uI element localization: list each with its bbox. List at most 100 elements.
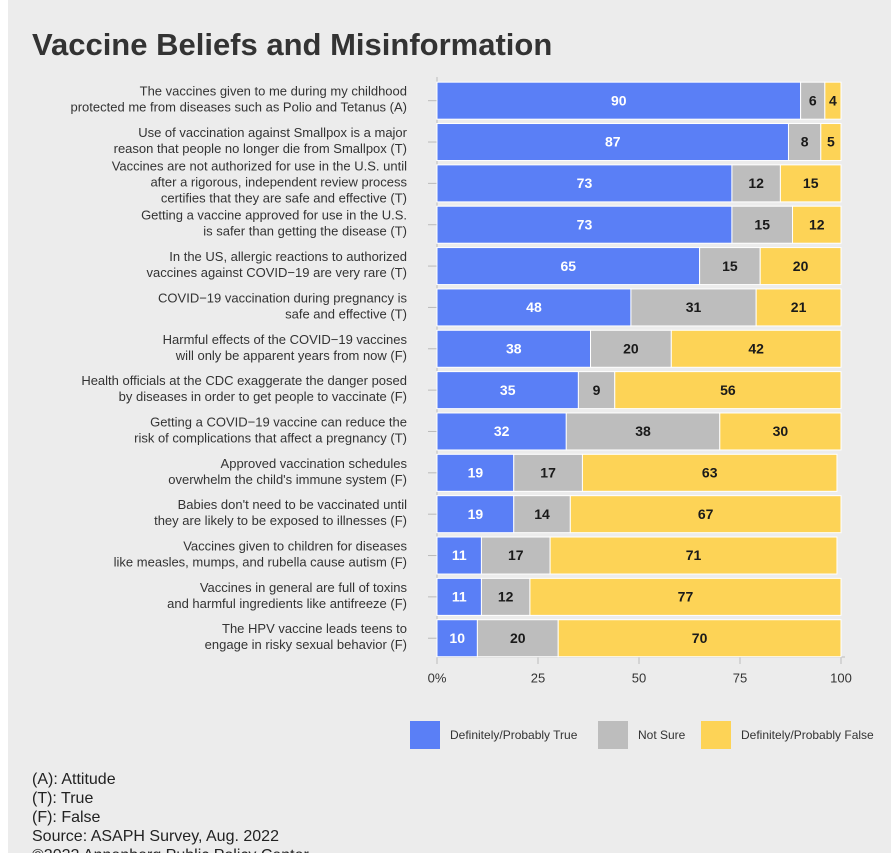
value-label: 87 [605,134,621,150]
category-label: Approved vaccination schedules overwhelm … [168,456,407,487]
value-label: 9 [593,382,601,398]
bar-segment [436,164,733,203]
value-label: 70 [692,630,708,646]
category-label: Vaccines in general are full of toxins an… [167,580,407,611]
footnote: (F): False [32,809,101,826]
value-label: 20 [510,630,526,646]
bar-segment [670,329,842,368]
bar-segment [476,619,559,658]
bar-segment [565,412,721,451]
value-label: 38 [635,423,651,439]
value-label: 11 [452,589,467,605]
category-label: Use of vaccination against Smallpox is a… [114,125,408,156]
category-label: Babies don't need to be vaccinated until… [154,498,407,529]
value-label: 67 [698,506,714,522]
value-label: 15 [722,258,738,274]
bar-segment [731,164,781,203]
x-tick-label: 25 [531,670,545,685]
value-label: 20 [793,258,809,274]
bar-segment [436,205,733,244]
bar-segment [513,453,583,492]
chart-title: Vaccine Beliefs and Misinformation [32,27,552,62]
value-label: 19 [468,465,484,481]
bar-segment [630,288,757,327]
value-label: 21 [791,299,807,315]
value-label: 30 [773,423,789,439]
value-label: 5 [827,134,835,150]
x-tick-label: 0% [428,670,447,685]
bar-segment [436,412,567,451]
category-label: Vaccines are not authorized for use in t… [112,159,408,206]
value-label: 48 [526,299,542,315]
bar-segment [731,205,794,244]
value-label: 19 [468,506,484,522]
category-label: The vaccines given to me during my child… [71,84,408,115]
bar-segment [513,495,571,534]
footnote: Source: ASAPH Survey, Aug. 2022 [32,828,279,845]
value-label: 15 [803,175,819,191]
value-label: 12 [748,175,764,191]
category-label: The HPV vaccine leads teens to engage in … [205,622,407,653]
value-label: 71 [686,547,702,563]
value-label: 73 [577,216,593,232]
category-label: Getting a COVID−19 vaccine can reduce th… [134,415,407,446]
bar-segment [569,495,842,534]
bar-segment [436,577,482,616]
value-label: 77 [678,589,694,605]
value-label: 8 [801,134,809,150]
category-label: COVID−19 vaccination during pregnancy is… [158,291,407,322]
bar-segment [800,81,826,120]
bar-segment [480,536,551,575]
value-label: 73 [577,175,593,191]
value-label: 56 [720,382,736,398]
bar-segment [436,453,515,492]
value-label: 90 [611,92,627,108]
value-label: 17 [540,465,556,481]
value-label: 42 [748,340,764,356]
category-label: In the US, allergic reactions to authori… [147,250,407,281]
bar-segment [590,329,672,368]
legend-swatch [598,721,628,749]
value-label: 6 [809,92,817,108]
value-label: 32 [494,423,510,439]
value-label: 15 [754,216,770,232]
bar-segment [436,81,802,120]
legend-label: Definitely/Probably True [450,728,578,742]
bar-segment [759,247,842,286]
bar-segment [480,577,531,616]
value-label: 17 [508,547,524,563]
value-label: 35 [500,382,516,398]
category-label: Harmful effects of the COVID−19 vaccines… [163,332,408,363]
bar-segment [581,453,838,492]
bar-segment [529,577,842,616]
legend-swatch [410,721,440,749]
legend-swatch [701,721,731,749]
category-label: Vaccines given to children for diseases l… [114,539,408,570]
footnote: (T): True [32,790,93,807]
bar-segment [549,536,838,575]
x-tick-label: 50 [632,670,646,685]
bar-segment [557,619,842,658]
bar-segment [614,371,842,410]
bar-segment [436,288,632,327]
value-label: 12 [498,589,514,605]
bar-segment [699,247,761,286]
bar-segment [436,495,515,534]
bar-segment [820,123,842,162]
bar-segment [792,205,842,244]
value-label: 31 [686,299,702,315]
bar-segment [436,371,579,410]
value-label: 11 [452,547,467,563]
value-label: 12 [809,216,825,232]
value-label: 63 [702,465,718,481]
value-label: 4 [829,92,837,108]
bar-segment [779,164,842,203]
value-label: 38 [506,340,522,356]
footnote: ©2022 Annenberg Public Policy Center [32,847,310,853]
legend-label: Not Sure [638,728,686,742]
value-label: 10 [449,630,465,646]
value-label: 14 [534,506,550,522]
bar-segment [824,81,842,120]
category-label: Health officials at the CDC exaggerate t… [81,374,407,405]
